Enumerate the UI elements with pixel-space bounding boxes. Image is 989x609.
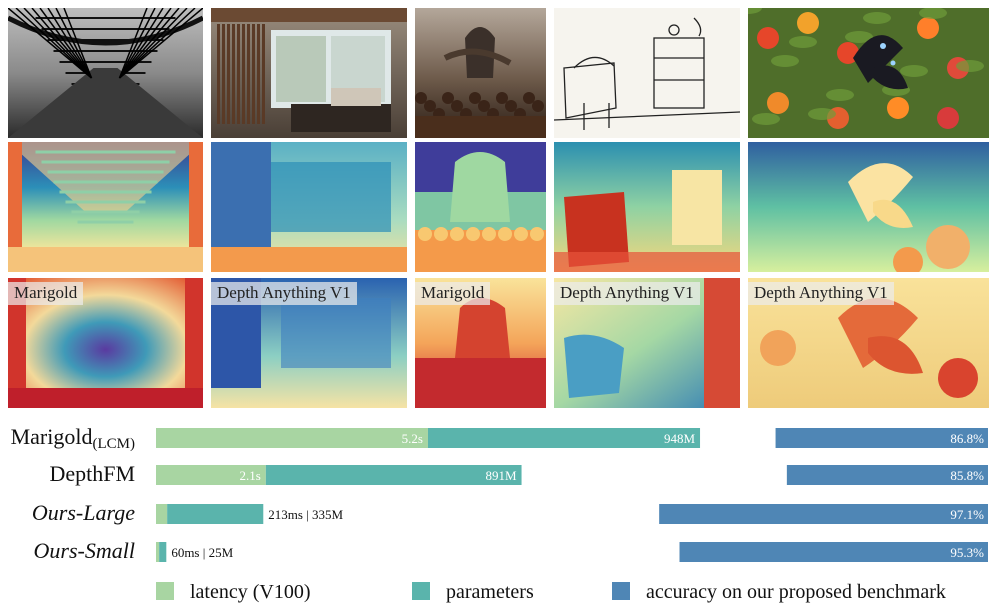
accuracy-value-label: 85.8%: [950, 468, 984, 483]
depth-fantasy-army: [415, 142, 546, 272]
depth-fantasy-baseline: [415, 278, 546, 408]
depth-sketch-baseline: [554, 278, 740, 408]
photo-butterfly-flowers: [748, 8, 989, 138]
photo-interior-room-tile: [211, 8, 407, 138]
baseline-method-label: Depth Anything V1: [748, 282, 894, 305]
parameters-bar: [427, 428, 701, 448]
depth-interior-room-tile: [211, 142, 407, 272]
baseline-method-label: Marigold: [8, 282, 84, 305]
accuracy-bar: [786, 465, 988, 485]
photo-bridge-bw: [8, 8, 203, 138]
photo-line-sketch-room: [554, 8, 740, 138]
photo-bridge-bw-tile: [8, 8, 203, 138]
legend-swatch: [412, 582, 430, 600]
legend-label: accuracy on our proposed benchmark: [646, 581, 946, 603]
baseline-method-label: Marigold: [415, 282, 491, 305]
parameters-value-label: 891M: [485, 468, 517, 483]
photo-line-sketch-room-tile: [554, 8, 740, 138]
depth-interior-baseline-tile: Depth Anything V1: [211, 278, 407, 408]
depth-sketch-room: [554, 142, 740, 272]
photo-butterfly-flowers-tile: [748, 8, 989, 138]
photo-interior-room: [211, 8, 407, 138]
depth-bridge-tile: [8, 142, 203, 272]
category-label: Marigold(LCM): [11, 424, 135, 452]
latency-parameters-label: 213ms | 335M: [268, 507, 343, 522]
parameters-bar: [159, 542, 167, 562]
accuracy-bar: [679, 542, 988, 562]
depth-interior-room: [211, 142, 407, 272]
depth-bridge-baseline-tile: Marigold: [8, 278, 203, 408]
accuracy-value-label: 95.3%: [950, 545, 984, 560]
latency-bar: [156, 428, 428, 448]
latency-bar: [156, 504, 168, 524]
photo-fantasy-army-dragon-tile: [415, 8, 546, 138]
legend-label: latency (V100): [190, 581, 311, 603]
accuracy-value-label: 97.1%: [950, 507, 984, 522]
latency-value-label: 5.2s: [402, 431, 423, 446]
legend-swatch: [156, 582, 174, 600]
depth-bridge-baseline: [8, 278, 203, 408]
depth-fantasy-army-tile: [415, 142, 546, 272]
depth-fantasy-baseline-tile: Marigold: [415, 278, 546, 408]
category-label: Ours-Large: [32, 500, 135, 525]
category-label: Ours-Small: [34, 538, 135, 563]
legend-swatch: [612, 582, 630, 600]
accuracy-value-label: 86.8%: [950, 431, 984, 446]
latency-parameters-label: 60ms | 25M: [171, 545, 233, 560]
accuracy-bar: [775, 428, 988, 448]
latency-value-label: 2.1s: [240, 468, 261, 483]
baseline-method-label: Depth Anything V1: [211, 282, 357, 305]
depth-butterfly-baseline-tile: Depth Anything V1: [748, 278, 989, 408]
depth-sketch-baseline-tile: Depth Anything V1: [554, 278, 740, 408]
category-label: DepthFM: [49, 461, 135, 486]
legend-label: parameters: [446, 581, 534, 603]
parameters-bar: [265, 465, 522, 485]
parameters-value-label: 948M: [664, 431, 696, 446]
depth-sketch-room-tile: [554, 142, 740, 272]
depth-butterfly: [748, 142, 989, 272]
depth-butterfly-tile: [748, 142, 989, 272]
photo-fantasy-army-dragon: [415, 8, 546, 138]
parameters-bar: [167, 504, 264, 524]
baseline-method-label: Depth Anything V1: [554, 282, 700, 305]
depth-bridge: [8, 142, 203, 272]
image-grid: Marigold Depth Anything V1 Marigold Dept…: [8, 8, 989, 408]
accuracy-bar: [659, 504, 988, 524]
latency-bar: [156, 465, 266, 485]
latency-bar: [156, 542, 160, 562]
